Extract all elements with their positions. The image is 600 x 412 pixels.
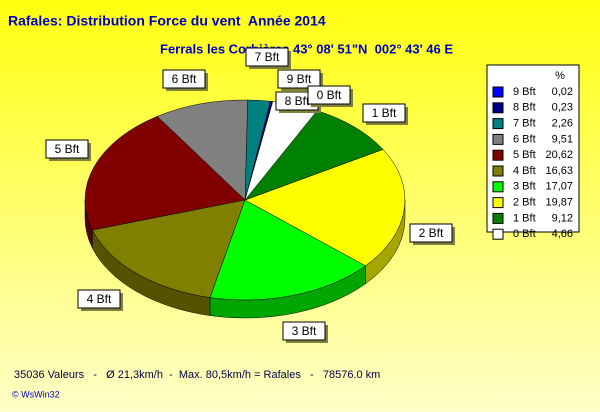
- legend-value: 0,02: [552, 86, 573, 98]
- label-box: [307, 85, 351, 105]
- legend-value: 20,62: [545, 149, 573, 161]
- legend-value: 19,87: [545, 197, 573, 209]
- label-box: [245, 47, 289, 67]
- legend-label: 5 Bft: [513, 149, 536, 161]
- slice: [84, 116, 246, 231]
- credit: © WsWin32: [12, 389, 60, 399]
- slice: [92, 199, 246, 298]
- legend-value: 4,66: [552, 228, 573, 240]
- label-box: [45, 139, 89, 159]
- legend-value: 9,51: [552, 133, 573, 145]
- legend-swatch: [492, 118, 504, 130]
- legend-swatch: [492, 212, 504, 224]
- slice: [209, 199, 366, 301]
- legend-label: 2 Bft: [513, 197, 536, 209]
- footer: 35036 Valeurs - Ø 21,3km/h - Max. 80,5km…: [14, 369, 380, 381]
- legend-label: 7 Bft: [513, 118, 536, 130]
- legend-swatch: [492, 102, 504, 114]
- chart-title: Rafales: Distribution Force du vent Anné…: [8, 13, 326, 29]
- slice-label: 2 Bft: [419, 226, 444, 240]
- legend-label: 8 Bft: [513, 102, 536, 114]
- legend-swatch: [492, 165, 504, 177]
- legend-value: 16,63: [545, 165, 573, 177]
- legend-value: 2,26: [552, 118, 573, 130]
- legend-label: 9 Bft: [513, 86, 536, 98]
- legend-swatch: [492, 149, 504, 161]
- legend-swatch: [492, 86, 504, 98]
- slice: [156, 99, 248, 201]
- slice-label: 0 Bft: [317, 88, 342, 102]
- slice-label: 3 Bft: [292, 324, 317, 338]
- legend-swatch: [492, 133, 504, 145]
- slice: [244, 149, 406, 267]
- label-box: [77, 289, 121, 309]
- legend-label: 1 Bft: [513, 212, 536, 224]
- label-box: [362, 103, 406, 123]
- legend-swatch: [492, 181, 504, 193]
- slice-label: 7 Bft: [255, 50, 280, 64]
- legend-swatch: [492, 197, 504, 209]
- legend-label: 3 Bft: [513, 181, 536, 193]
- legend-value: 9,12: [552, 212, 573, 224]
- legend-swatch: [492, 228, 504, 240]
- slice-label: 4 Bft: [87, 292, 112, 306]
- chart-subtitle: Ferrals les Corbières 43° 08' 51"N 002° …: [160, 41, 453, 56]
- label-box: [277, 69, 321, 89]
- label-box: [162, 69, 206, 89]
- legend-value: 0,23: [552, 102, 573, 114]
- slice-label: 9 Bft: [287, 72, 312, 86]
- slice-label: 6 Bft: [172, 72, 197, 86]
- legend-value: 17,07: [545, 181, 573, 193]
- slice-label: 8 Bft: [285, 94, 310, 108]
- label-box: [282, 321, 326, 341]
- legend-label: 4 Bft: [513, 165, 536, 177]
- slice-label: 1 Bft: [372, 106, 397, 120]
- legend-label: 6 Bft: [513, 133, 536, 145]
- legend-header: %: [555, 70, 565, 82]
- slice-label: 5 Bft: [55, 142, 80, 156]
- legend-label: 0 Bft: [513, 228, 536, 240]
- label-box: [409, 223, 453, 243]
